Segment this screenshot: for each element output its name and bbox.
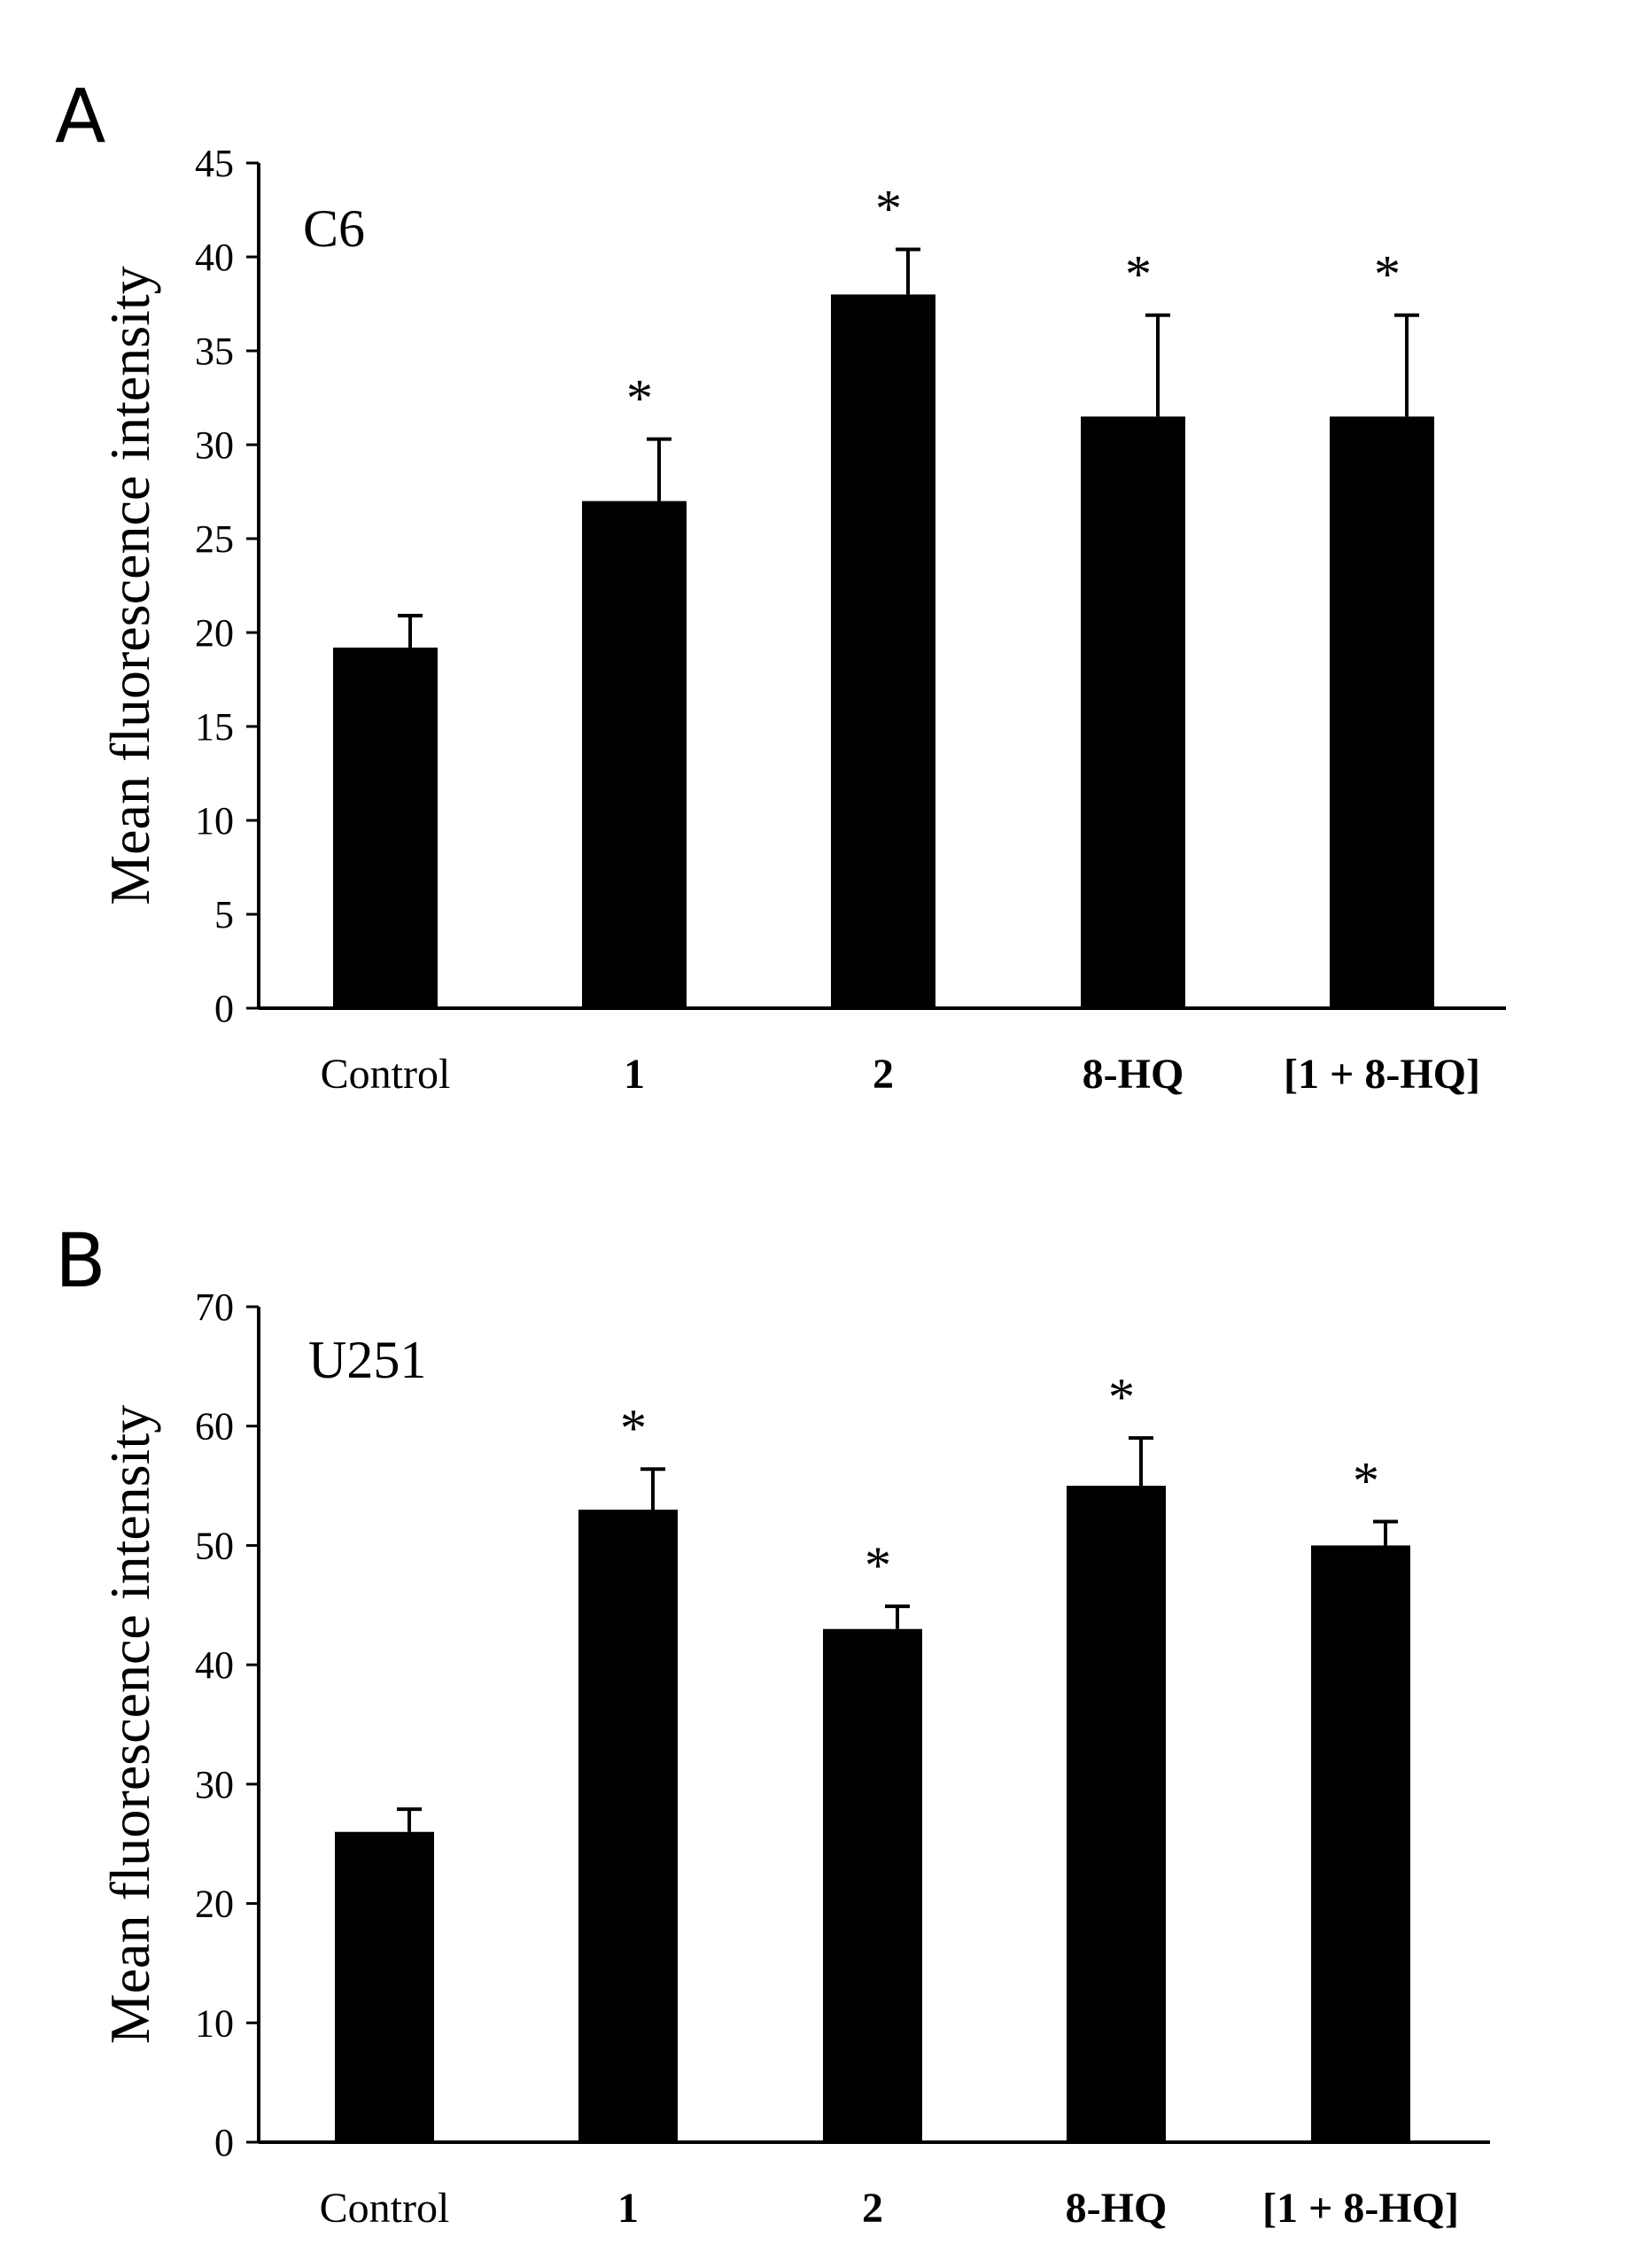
panel-a-y-tick-label: 40 (195, 236, 234, 279)
panel-a-category-label: [1 + 8-HQ] (1284, 1051, 1480, 1098)
panel-b-bar (1067, 1486, 1166, 2142)
panel-b-bar (335, 1831, 434, 2142)
panel-b-y-tick-label: 50 (195, 1524, 234, 1567)
panel-a: A 0 5 10 15 20 25 30 35 40 45 Mean fluorescence in… (55, 73, 1506, 1098)
panel-a-bar (1330, 416, 1434, 1008)
panel-b-y-tick-label: 70 (195, 1285, 234, 1329)
panel-a-y-tick-label: 20 (195, 611, 234, 655)
panel-a-category-label: 8-HQ (1083, 1051, 1184, 1098)
panel-b-category-label: [1 + 8-HQ] (1262, 2185, 1459, 2232)
panel-a-y-tick-label: 10 (195, 799, 234, 843)
panel-a-significance-mark: * (1374, 245, 1401, 304)
panel-a-significance-mark: * (626, 369, 653, 428)
panel-a-y-tick-label: 30 (195, 423, 234, 467)
panel-b-category-label: Control (320, 2185, 450, 2232)
panel-b-y-tick-label: 40 (195, 1643, 234, 1687)
panel-b-letter: B (55, 1217, 106, 1304)
panel-a-category-label: Control (321, 1051, 451, 1098)
panel-b-y-tick-label: 30 (195, 1763, 234, 1806)
panel-a-category-label: 2 (873, 1051, 894, 1098)
panel-b-bar (823, 1628, 922, 2142)
panel-b-category-label: 8-HQ (1066, 2185, 1168, 2232)
panel-a-y-axis-label: Mean fluorescence intensity (98, 266, 161, 905)
panel-a-y-tick-label: 35 (195, 330, 234, 373)
panel-a-y-tick-label: 45 (195, 142, 234, 185)
panel-b-y-axis-label: Mean fluorescence intensity (98, 1405, 161, 2045)
panel-b-significance-mark: * (865, 1536, 891, 1595)
panel-a-cell-line-label: C6 (303, 199, 365, 258)
panel-b-significance-mark: * (1353, 1451, 1379, 1510)
panel-b-y-tick-label: 60 (195, 1405, 234, 1449)
panel-a-category-label: 1 (624, 1051, 645, 1098)
panel-a-significance-mark: * (875, 180, 902, 238)
panel-b-y-tick-label: 0 (214, 2121, 234, 2164)
panel-a-bar (1081, 416, 1185, 1008)
panel-a-y-tick-label: 15 (195, 705, 234, 749)
panel-b: B 0 10 20 30 40 50 60 70 Mean fluorescence inten… (55, 1217, 1490, 2232)
panel-a-y-tick-label: 25 (195, 517, 234, 561)
panel-a-y-tick-label: 5 (214, 893, 234, 936)
panel-a-bar (831, 294, 935, 1008)
panel-b-y-tick-label: 10 (195, 2001, 234, 2045)
panel-b-cell-line-label: U251 (308, 1331, 426, 1389)
panel-b-significance-mark: * (1108, 1368, 1135, 1426)
panel-b-significance-mark: * (620, 1399, 647, 1457)
panel-b-bar (578, 1510, 678, 2142)
panel-a-bar (333, 647, 438, 1008)
panel-b-category-label: 1 (617, 2185, 639, 2232)
panel-b-y-tick-label: 20 (195, 1883, 234, 1926)
panel-a-bar (582, 501, 687, 1008)
panel-a-significance-mark: * (1125, 245, 1152, 304)
panel-b-category-label: 2 (862, 2185, 883, 2232)
panel-a-y-tick-label: 0 (214, 987, 234, 1030)
panel-a-letter: A (55, 73, 105, 159)
panel-b-bar (1311, 1545, 1410, 2142)
